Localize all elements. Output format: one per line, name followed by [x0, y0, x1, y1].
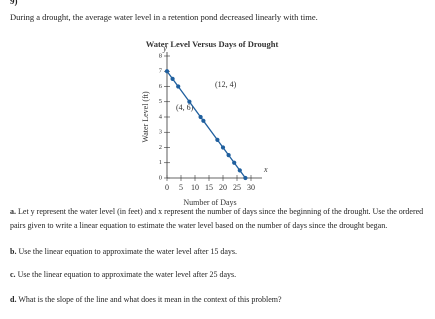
x-tick-label: 5 — [179, 183, 183, 192]
question-label: d. — [10, 295, 17, 304]
x-axis-symbol: x — [263, 165, 268, 174]
x-axis-label: Number of Days — [183, 198, 236, 207]
x-tick-label: 25 — [233, 183, 241, 192]
data-point — [187, 99, 192, 104]
question-text: Use the linear equation to approximate t… — [18, 247, 238, 256]
y-tick-label: 4 — [159, 113, 163, 120]
data-point — [201, 118, 206, 123]
problem-number: 9) — [10, 0, 18, 6]
y-axis-label: Water Level (ft) — [141, 91, 150, 143]
question: b. Use the linear equation to approximat… — [10, 245, 430, 259]
data-point — [237, 168, 242, 173]
data-point — [198, 114, 203, 120]
intro: During a drought, the average water leve… — [10, 12, 318, 22]
annotation: (4, 6) — [176, 103, 194, 112]
x-tick-label: 20 — [219, 183, 227, 192]
y-tick-label: 6 — [159, 83, 163, 90]
y-axis-symbol: y — [162, 44, 167, 53]
question-text: Let y represent the water level (in feet… — [10, 207, 424, 230]
chart-title: Water Level Versus Days of Drought — [146, 39, 279, 49]
question-label: a. — [10, 207, 16, 216]
y-tick-label: 0 — [159, 174, 162, 181]
question-label: b. — [10, 247, 17, 256]
question-text: What is the slope of the line and what d… — [18, 295, 282, 304]
y-tick-label: 7 — [159, 68, 163, 75]
x-tick-label: 10 — [191, 183, 199, 192]
annotation: (12, 4) — [215, 80, 237, 89]
x-tick-label: 0 — [165, 183, 169, 192]
question-label: c. — [10, 270, 16, 279]
data-point — [164, 69, 170, 74]
y-tick-label: 8 — [159, 52, 162, 59]
y-tick-label: 5 — [159, 98, 162, 105]
data-point — [226, 153, 231, 158]
x-tick-label: 30 — [247, 183, 255, 192]
question: d. What is the slope of the line and wha… — [10, 293, 430, 307]
data-point — [215, 137, 220, 142]
y-tick-label: 2 — [159, 144, 162, 151]
data-point — [220, 145, 226, 150]
data-point — [243, 175, 248, 181]
question: c. Use the linear equation to approximat… — [10, 268, 430, 282]
data-point — [232, 160, 237, 165]
question: a. Let y represent the water level (in f… — [10, 205, 430, 233]
x-tick-label: 15 — [205, 183, 213, 192]
data-point — [176, 84, 181, 89]
y-tick-label: 1 — [159, 159, 162, 166]
y-tick-label: 3 — [159, 129, 162, 136]
question-text: Use the linear equation to approximate t… — [17, 270, 237, 279]
data-point — [170, 76, 175, 81]
